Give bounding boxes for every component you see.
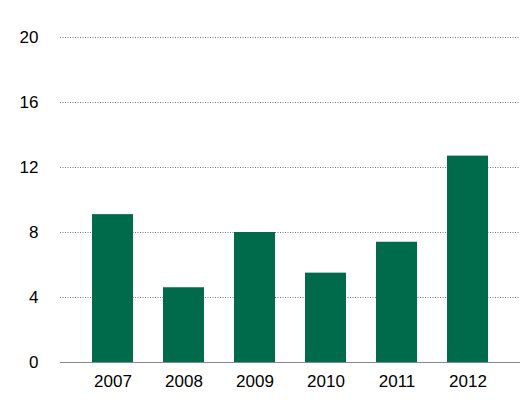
svg-text:2011: 2011: [379, 372, 416, 391]
svg-text:2012: 2012: [449, 372, 487, 391]
svg-text:20: 20: [20, 28, 39, 47]
svg-text:12: 12: [20, 158, 39, 177]
svg-text:8: 8: [29, 223, 38, 242]
svg-text:4: 4: [29, 288, 38, 307]
svg-text:2009: 2009: [236, 372, 274, 391]
svg-text:2007: 2007: [94, 372, 132, 391]
svg-text:2008: 2008: [165, 372, 203, 391]
svg-text:16: 16: [20, 93, 39, 112]
svg-text:2010: 2010: [307, 372, 345, 391]
svg-text:0: 0: [29, 353, 38, 372]
